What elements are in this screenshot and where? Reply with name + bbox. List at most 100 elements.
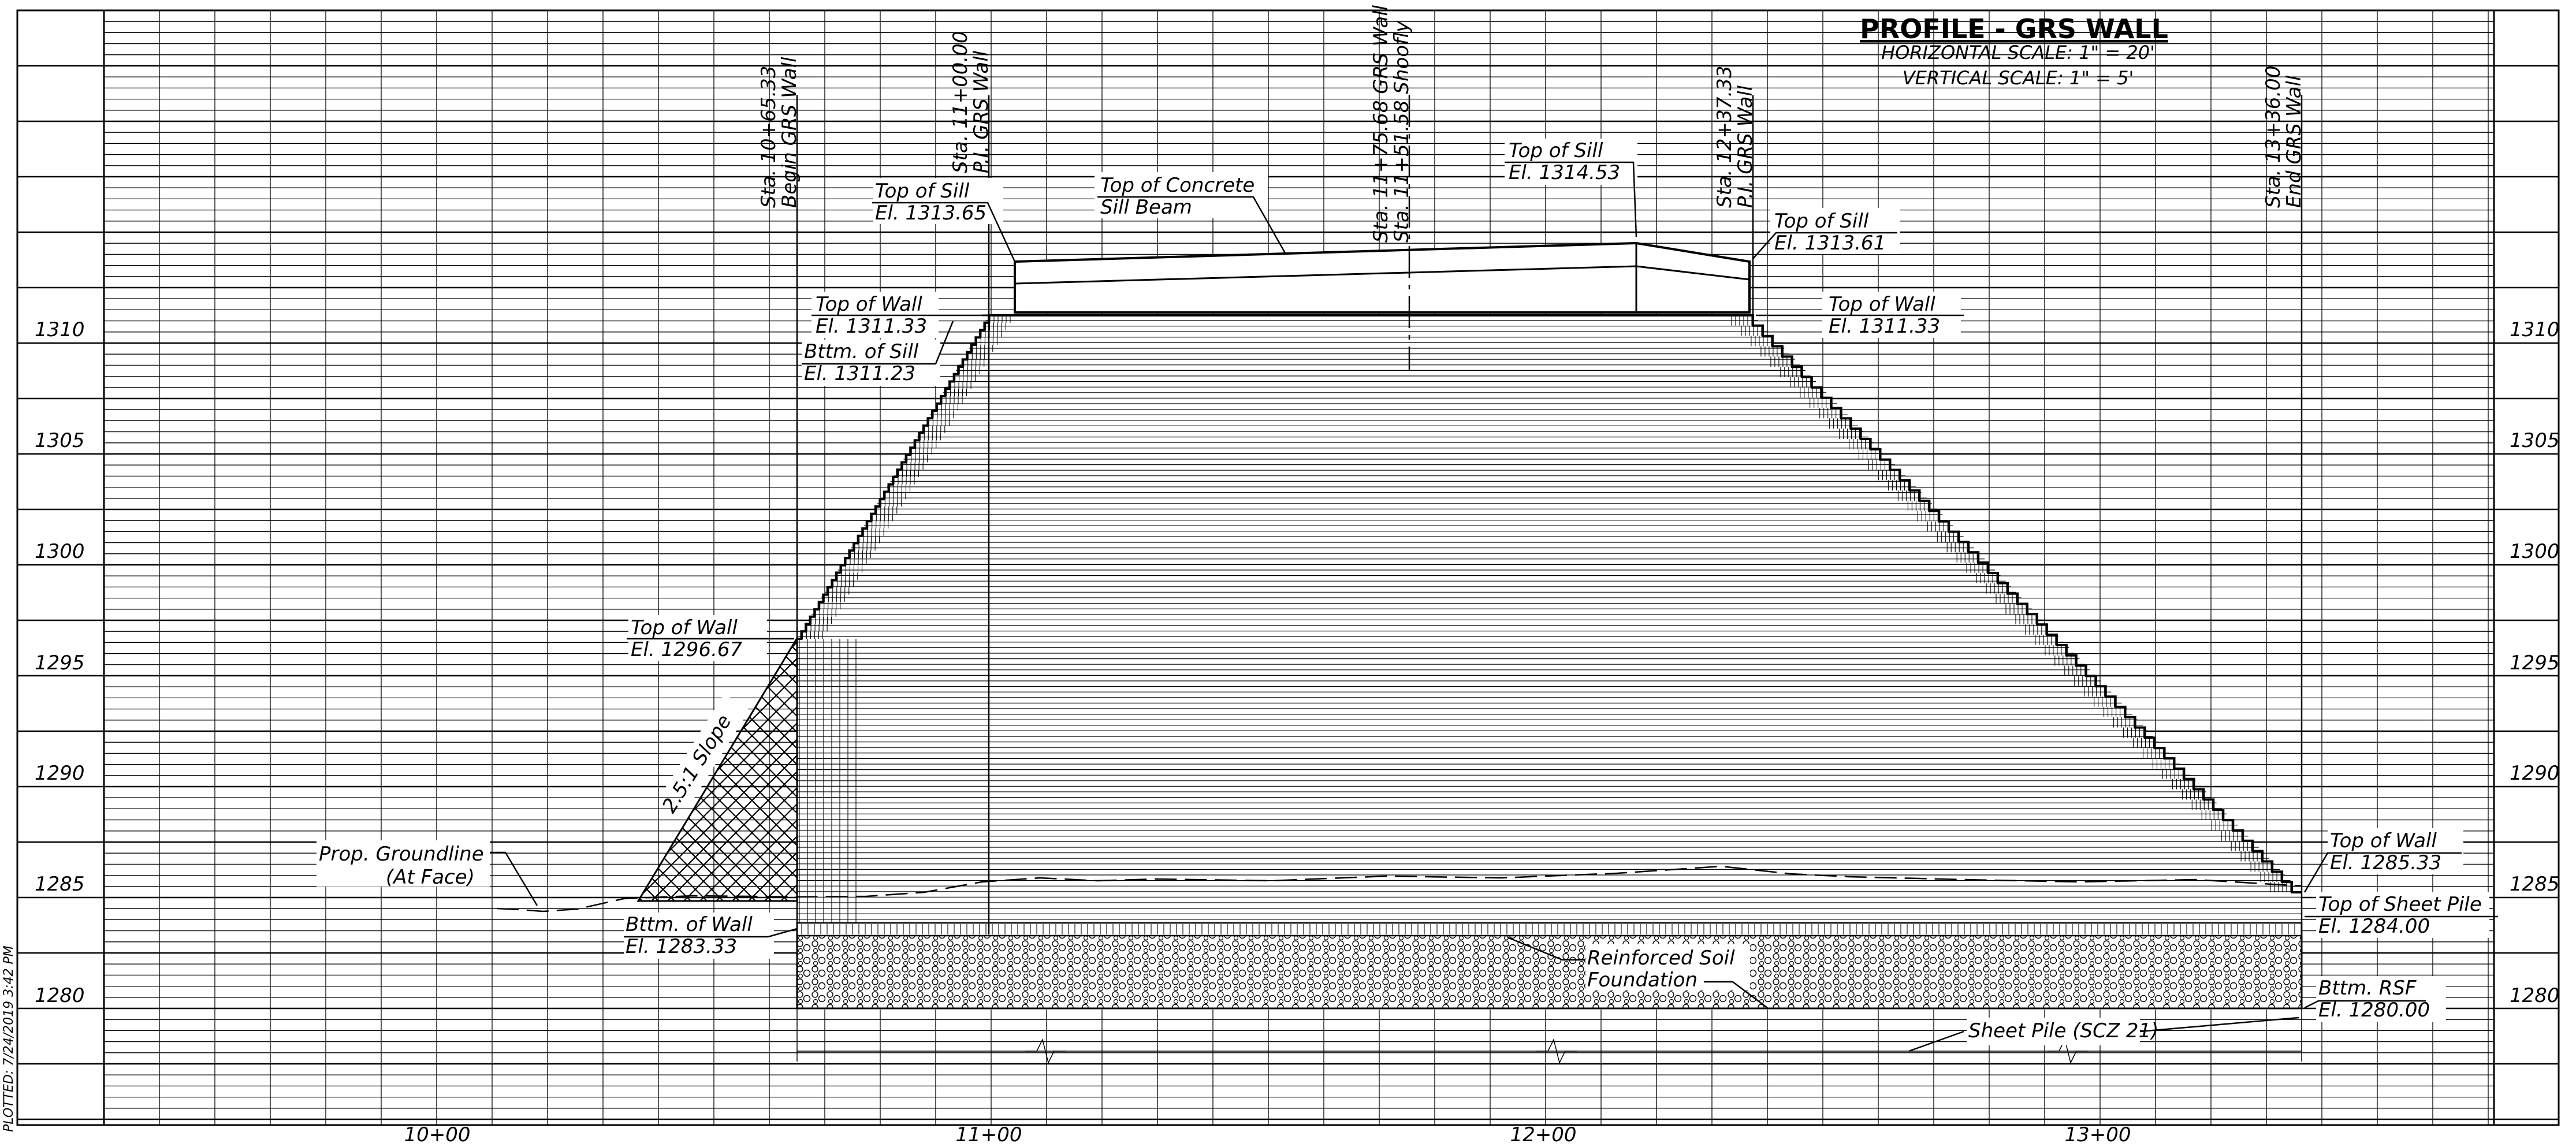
top-sill-left-line2: El. 1313.65 — [875, 202, 987, 225]
callout-sheet-pile: Sheet Pile (SCZ 21) — [1908, 1016, 2299, 1052]
callout-top-of-wall-left-lower: Top of Wall El. 1296.67 — [627, 615, 794, 661]
elev-label-1280-left: 1280 — [35, 984, 85, 1007]
top-sill-mid-line2: El. 1314.53 — [1509, 161, 1620, 184]
elev-label-1295-right: 1295 — [2510, 651, 2560, 675]
sill-beam-inner-line-right — [1636, 265, 1750, 281]
bottom-wall-line2: El. 1283.33 — [626, 935, 737, 958]
top-wall-left-upper-line1: Top of Wall — [816, 293, 922, 316]
foundation-top-band — [796, 922, 2303, 937]
station-label-11-00: 11+00 — [955, 1123, 1022, 1146]
station-callout-shoofly-line2: Sta. 11+51.58 Shoofly — [1390, 20, 1413, 243]
sheet-pile-label: Sheet Pile (SCZ 21) — [1968, 1019, 2158, 1042]
station-callouts: Sta. 10+65.33 Begin GRS Wall Sta. 11+00.… — [757, 0, 2306, 243]
station-callout-end: Sta. 13+36.00 End GRS Wall — [2262, 66, 2306, 208]
station-callout-begin: Sta. 10+65.33 Begin GRS Wall — [757, 57, 801, 208]
bottom-wall-line1: Bttm. of Wall — [626, 913, 753, 936]
elev-label-1300-left: 1300 — [35, 540, 85, 563]
reinforced-soil-line2: Foundation — [1587, 969, 1698, 992]
callout-top-of-sill-right: Top of Sill El. 1313.61 — [1752, 208, 1900, 259]
station-callout-shoofly-line1: Sta. 11+75.68 GRS Wall = — [1369, 0, 1393, 243]
elev-label-1310-left: 1310 — [35, 318, 85, 341]
callout-groundline: Prop. Groundline (At Face) — [317, 840, 538, 906]
elevation-labels-left: 1310 1305 1300 1295 1290 1285 1280 — [35, 318, 85, 1007]
callout-top-of-wall-right-lower: Top of Wall El. 1285.33 — [2303, 828, 2463, 893]
top-sill-left-line1: Top of Sill — [875, 180, 970, 203]
wall-outline — [797, 314, 2302, 893]
station-labels: 10+00 11+00 12+00 13+00 — [404, 1123, 2131, 1146]
break-symbol-1 — [1025, 1038, 1066, 1064]
station-callout-pi2-line1: Sta. 12+37.33 — [1713, 66, 1736, 208]
elev-label-1295-left: 1295 — [35, 651, 85, 675]
bottom-sill-line1: Bttm. of Sill — [804, 340, 919, 363]
bottom-rsf-line1: Bttm. RSF — [2318, 977, 2417, 1000]
elev-label-1310-right: 1310 — [2510, 318, 2560, 341]
top-wall-right-lower-line1: Top of Wall — [2330, 829, 2437, 852]
title-block: PROFILE - GRS WALL HORIZONTAL SCALE: 1" … — [1860, 13, 2168, 89]
sill-beam-inner-line — [1014, 265, 1637, 285]
proposed-groundline — [496, 865, 2302, 913]
top-sheet-pile-line2: El. 1284.00 — [2318, 915, 2430, 938]
station-callout-pi-1: Sta. 11+00.00 P.I. GRS Wall — [949, 31, 993, 173]
station-callout-end-line1: Sta. 13+36.00 — [2262, 66, 2285, 208]
break-symbol-2 — [1536, 1038, 1577, 1064]
callout-reinforced-soil: Reinforced Soil Foundation — [1507, 936, 1768, 1008]
top-wall-left-lower-line2: El. 1296.67 — [631, 638, 743, 661]
top-sill-right-line1: Top of Sill — [1774, 210, 1869, 233]
vertical-scale: VERTICAL SCALE: 1" = 5' — [1903, 67, 2134, 89]
elev-label-1290-right: 1290 — [2510, 762, 2560, 785]
concrete-sill-beam — [1014, 241, 1751, 314]
station-label-10-00: 10+00 — [404, 1123, 470, 1146]
elev-label-1300-right: 1300 — [2510, 540, 2560, 563]
horizontal-scale: HORIZONTAL SCALE: 1" = 20' — [1881, 42, 2155, 64]
groundline-line1: Prop. Groundline — [319, 843, 484, 866]
bottom-rsf-line2: El. 1280.00 — [2318, 999, 2430, 1022]
foundation-band — [796, 922, 2303, 937]
drawing-border — [16, 9, 2560, 1126]
top-wall-left-upper-line2: El. 1311.33 — [816, 315, 927, 338]
station-callout-pi-2: Sta. 12+37.33 P.I. GRS Wall — [1713, 66, 1757, 208]
elev-label-1305-right: 1305 — [2510, 429, 2560, 452]
elev-label-1290-left: 1290 — [35, 762, 85, 785]
concrete-sill-line1: Top of Concrete — [1100, 174, 1255, 197]
station-callout-begin-line2: Begin GRS Wall — [778, 57, 801, 208]
callout-top-of-sheet-pile: Top of Sheet Pile El. 1284.00 — [2305, 892, 2498, 938]
callout-top-of-sill-mid: Top of Sill El. 1314.53 — [1505, 139, 1637, 237]
break-symbol-3 — [2048, 1038, 2088, 1064]
station-label-12-00: 12+00 — [1510, 1123, 1576, 1146]
reinforced-soil-foundation — [796, 933, 2303, 1010]
elev-label-1285-right: 1285 — [2510, 873, 2560, 896]
plot-edge-text: PLOTTED: 7/24/2019 3:42 PM — [2, 945, 16, 1132]
elevation-labels-right: 1310 1305 1300 1295 1290 1285 1280 — [2510, 318, 2560, 1007]
top-wall-right-upper-line1: Top of Wall — [1829, 293, 1935, 316]
top-wall-left-lower-line1: Top of Wall — [631, 616, 738, 639]
station-callout-pi1-line1: Sta. 11+00.00 — [949, 31, 972, 173]
station-label-13-00: 13+00 — [2064, 1123, 2131, 1146]
station-callout-pi2-line2: P.I. GRS Wall — [1734, 85, 1757, 208]
callout-top-of-sill-left: Top of Sill El. 1313.65 — [872, 178, 1016, 262]
top-sill-mid-line1: Top of Sill — [1509, 139, 1603, 162]
callout-top-of-wall-left-upper: Top of Wall El. 1311.33 — [811, 292, 982, 338]
station-callout-shoofly: Sta. 11+75.68 GRS Wall = Sta. 11+51.58 S… — [1369, 0, 1413, 243]
elev-label-1305-left: 1305 — [35, 429, 85, 452]
top-wall-right-lower-line2: El. 1285.33 — [2330, 851, 2441, 874]
groundline-line2: (At Face) — [386, 866, 475, 889]
station-callout-pi1-line2: P.I. GRS Wall — [970, 50, 993, 173]
callout-bottom-of-wall: Bttm. of Wall El. 1283.33 — [624, 913, 798, 959]
concrete-sill-line2: Sill Beam — [1100, 196, 1192, 219]
elev-label-1280-right: 1280 — [2510, 984, 2560, 1007]
station-callout-end-line2: End GRS Wall — [2283, 75, 2306, 208]
elev-label-1285-left: 1285 — [35, 873, 85, 896]
callout-concrete-sill-beam: Top of Concrete Sill Beam — [1095, 172, 1286, 254]
drawing-title: PROFILE - GRS WALL — [1860, 13, 2168, 44]
bottom-sill-line2: El. 1311.23 — [804, 362, 915, 385]
wall-internal-lines — [797, 320, 2302, 920]
top-sill-right-line2: El. 1313.61 — [1774, 232, 1886, 255]
callout-bottom-of-sill: Bttm. of Sill El. 1311.23 — [802, 321, 954, 386]
reinforced-soil-line1: Reinforced Soil — [1587, 947, 1735, 970]
callout-bottom-rsf: Bttm. RSF El. 1280.00 — [2304, 976, 2446, 1022]
station-callout-begin-line1: Sta. 10+65.33 — [757, 66, 780, 208]
callout-top-of-wall-right-upper: Top of Wall El. 1311.33 — [1756, 292, 1964, 338]
top-wall-right-upper-line2: El. 1311.33 — [1829, 315, 1940, 338]
top-sheet-pile-line1: Top of Sheet Pile — [2318, 893, 2482, 916]
